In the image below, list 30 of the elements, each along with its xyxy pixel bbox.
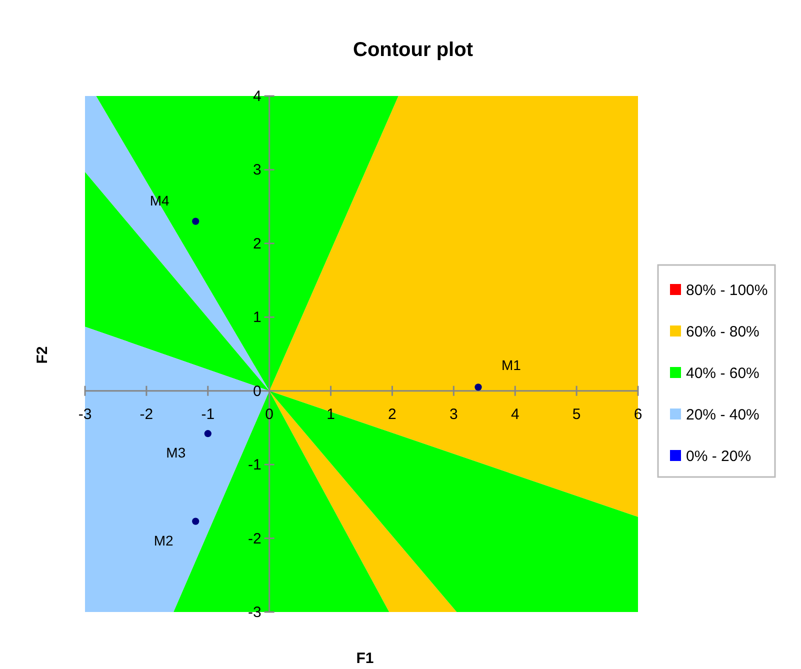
legend-label: 0% - 20% <box>686 448 752 465</box>
legend-label: 80% - 100% <box>686 282 768 299</box>
point <box>204 430 212 438</box>
x-tick-label: -2 <box>140 406 154 423</box>
annotation: M1 <box>502 357 522 374</box>
point <box>192 518 200 525</box>
x-tick-label: 2 <box>388 406 396 423</box>
y-tick-label: -1 <box>248 456 262 474</box>
x-tick-label: -3 <box>78 406 92 423</box>
y-tick-label: -2 <box>248 530 262 548</box>
x-tick-label: 5 <box>572 406 581 423</box>
x-tick-label: -1 <box>201 406 215 423</box>
x-tick-label: 6 <box>634 406 642 423</box>
legend-label: 60% - 80% <box>686 324 760 340</box>
y-tick-label: 0 <box>252 382 262 400</box>
x-tick-label: 4 <box>510 406 520 423</box>
annotation: M3 <box>166 444 186 461</box>
y-tick-label: 2 <box>252 235 262 252</box>
point <box>192 218 200 225</box>
chart-title: Contour plot <box>353 39 474 61</box>
x-tick-label: 3 <box>449 406 458 423</box>
annotation: M2 <box>154 532 174 548</box>
y-axis-title: F2 <box>34 346 51 364</box>
y-tick-label: 1 <box>252 309 262 326</box>
y-tick-label: 3 <box>252 162 262 179</box>
point <box>474 384 482 391</box>
legend-label: 20% - 40% <box>686 406 760 424</box>
legend-label: 40% - 60% <box>686 365 760 382</box>
x-tick-label: 0 <box>265 406 274 423</box>
x-axis-title: F1 <box>356 650 374 667</box>
